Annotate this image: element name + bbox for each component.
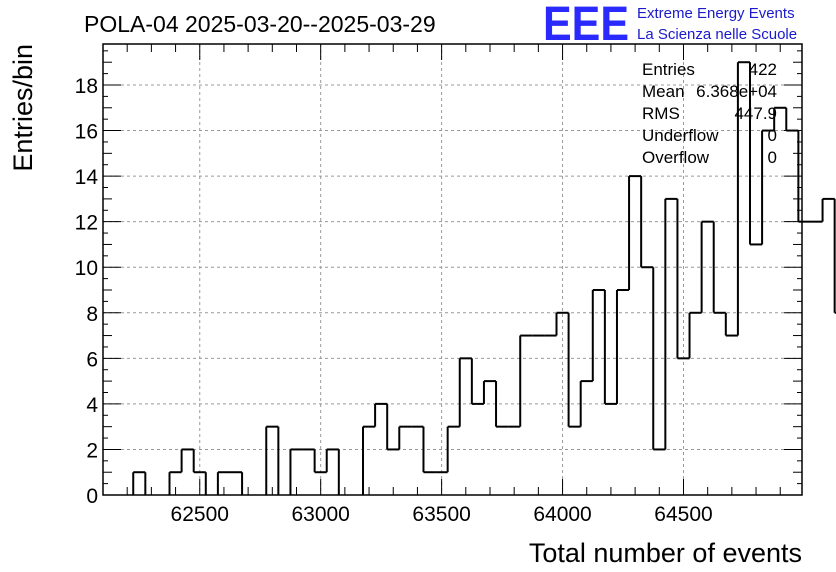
stats-label: Underflow [642,126,719,145]
y-tick-label: 18 [75,75,98,98]
eee-logo: EEE Extreme Energy Events La Scienza nel… [543,0,797,51]
stats-value: 6.368e+04 [696,82,777,101]
y-axis-title: Entries/bin [8,44,38,172]
stats-label: Mean [642,82,685,101]
y-tick-label: 10 [75,257,98,280]
eee-logo-line2: La Scienza nelle Scuole [637,26,797,43]
y-tick-label: 6 [86,348,98,371]
y-tick-label: 14 [75,166,99,189]
grid [103,44,802,495]
stats-label: Overflow [642,148,710,167]
x-tick-label: 64500 [654,503,712,526]
x-tick-labels: 62500 63000 63500 64000 64500 [171,503,713,526]
axis-ticks [102,44,802,495]
x-tick-label: 63500 [412,503,470,526]
stats-value: 0 [768,148,777,167]
y-tick-label: 8 [86,303,98,326]
y-tick-label: 0 [86,485,98,508]
stats-value: 0 [768,126,777,145]
stats-value: 447.9 [734,104,777,123]
x-tick-label: 63000 [291,503,349,526]
y-tick-label: 4 [86,394,98,417]
stats-box: Entries 422 Mean 6.368e+04 RMS 447.9 Underflow… [642,60,777,167]
y-tick-label: 16 [75,121,98,144]
y-tick-label: 12 [75,212,98,235]
stats-label: RMS [642,104,680,123]
x-tick-label: 62500 [171,503,229,526]
stats-value: 422 [749,60,777,79]
x-axis-title: Total number of events [529,538,802,568]
y-tick-labels: 0 2 4 6 8 10 12 14 16 18 [75,75,99,508]
plot-frame [102,43,803,496]
eee-logo-line1: Extreme Energy Events [637,5,795,22]
eee-logo-mark: EEE [543,0,629,51]
chart-title: POLA-04 2025-03-20--2025-03-29 [84,11,436,37]
y-tick-label: 2 [86,439,98,462]
stats-label: Entries [642,60,695,79]
x-tick-label: 64000 [533,503,591,526]
histogram-bins [132,61,836,495]
